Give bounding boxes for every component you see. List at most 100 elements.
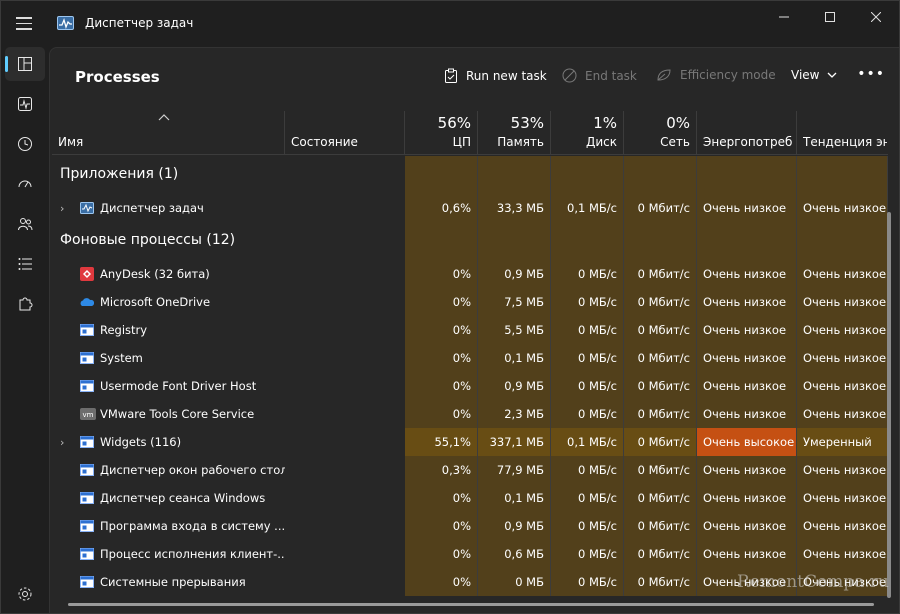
- column-header-disk[interactable]: 1% Диск: [551, 111, 624, 154]
- vertical-scrollbar[interactable]: [887, 212, 891, 598]
- table-row[interactable]: Microsoft OneDrive 0% 7,5 МБ 0 МБ/с 0 Мбит/с…: [52, 288, 888, 316]
- cell-cpu: 0%: [405, 288, 478, 316]
- group-heat-cell: [624, 156, 697, 194]
- toolbar: Processes Run new task End task Efficien…: [50, 48, 899, 104]
- run-new-task-button[interactable]: Run new task: [444, 68, 547, 83]
- vmware-icon: vm: [80, 407, 96, 421]
- nav-performance[interactable]: [5, 87, 45, 121]
- group-heat-cell: [697, 156, 797, 194]
- group-background-processes[interactable]: Фоновые процессы (12): [52, 222, 888, 260]
- maximize-icon: [825, 12, 835, 22]
- cell-disk: 0,1 МБ/с: [551, 194, 624, 222]
- end-task-label: End task: [585, 68, 637, 83]
- column-header-memory[interactable]: 53% Память: [478, 111, 551, 154]
- cell-disk: 0 МБ/с: [551, 540, 624, 568]
- table-row[interactable]: Диспетчер сеанса Windows 0% 0,1 МБ 0 МБ/с 0 …: [52, 484, 888, 512]
- cell-energy: Очень низкое: [697, 194, 797, 222]
- column-status-label: Состояние: [291, 135, 358, 149]
- cell-disk: 0 МБ/с: [551, 288, 624, 316]
- nav-details[interactable]: [5, 247, 45, 281]
- process-status: [285, 540, 405, 568]
- nav-users[interactable]: [5, 207, 45, 241]
- system-window-icon: [80, 547, 94, 561]
- cell-trend: Очень низкое: [797, 316, 888, 344]
- group-apps[interactable]: Приложения (1): [52, 156, 888, 194]
- table-row[interactable]: Registry 0% 5,5 МБ 0 МБ/с 0 Мбит/с Очень низк…: [52, 316, 888, 344]
- chevron-right-icon[interactable]: ›: [60, 202, 65, 215]
- process-status: [285, 260, 405, 288]
- cell-disk: 0 МБ/с: [551, 456, 624, 484]
- column-power-trend-label: Тенденция эн...: [803, 135, 887, 149]
- table-row[interactable]: Системные прерывания 0% 0 МБ 0 МБ/с 0 Мбит/с…: [52, 568, 888, 596]
- hamburger-menu-icon[interactable]: [14, 14, 34, 34]
- maximize-button[interactable]: [807, 1, 853, 33]
- minimize-button[interactable]: [761, 1, 807, 33]
- process-name: System: [100, 351, 143, 365]
- close-button[interactable]: [853, 1, 899, 33]
- system-window-icon: [80, 323, 94, 337]
- cell-net: 0 Мбит/с: [624, 484, 697, 512]
- page-title: Processes: [75, 68, 160, 86]
- column-header-power-trend[interactable]: Тенденция эн...: [797, 111, 888, 154]
- processes-table: Имя Состояние 56% ЦП 53% Память 1% Диск: [52, 111, 888, 607]
- column-power-label: Энергопотреб...: [703, 135, 793, 149]
- chevron-right-icon[interactable]: ›: [60, 436, 65, 449]
- process-status: [285, 428, 405, 456]
- cell-trend: Умеренный: [797, 428, 888, 456]
- table-header: Имя Состояние 56% ЦП 53% Память 1% Диск: [52, 111, 888, 155]
- cell-net: 0 Мбит/с: [624, 344, 697, 372]
- nav-app-history[interactable]: [5, 127, 45, 161]
- group-heat-cell: [551, 156, 624, 194]
- table-row[interactable]: Диспетчер окон рабочего стола 0,3% 77,9 МБ…: [52, 456, 888, 484]
- column-header-power-usage[interactable]: Энергопотреб...: [697, 111, 797, 154]
- column-header-network[interactable]: 0% Сеть: [624, 111, 697, 154]
- system-window-icon-glyph: [80, 576, 94, 588]
- column-header-status[interactable]: Состояние: [285, 111, 405, 154]
- cell-energy: Очень низкое: [697, 400, 797, 428]
- watermark: RemontCompa.ru: [737, 572, 889, 592]
- details-list-icon: [18, 258, 32, 270]
- svg-text:vm: vm: [83, 411, 94, 419]
- cell-disk: 0 МБ/с: [551, 372, 624, 400]
- process-status: [285, 288, 405, 316]
- nav-services[interactable]: [5, 287, 45, 321]
- cell-energy: Очень низкое: [697, 344, 797, 372]
- system-window-icon-glyph: [80, 380, 94, 392]
- cell-mem: 337,1 МБ: [478, 428, 551, 456]
- horizontal-scrollbar[interactable]: [68, 603, 874, 606]
- history-icon: [18, 137, 32, 151]
- cell-mem: 2,3 МБ: [478, 400, 551, 428]
- column-header-cpu[interactable]: 56% ЦП: [405, 111, 478, 154]
- end-task-button[interactable]: End task: [562, 68, 637, 83]
- table-row[interactable]: Программа входа в систему ... 0% 0,9 МБ 0 М…: [52, 512, 888, 540]
- sort-ascending-icon: [158, 114, 170, 121]
- efficiency-mode-button[interactable]: Efficiency mode: [656, 68, 776, 82]
- processes-page: Processes Run new task End task Efficien…: [49, 47, 899, 613]
- table-row[interactable]: Процесс исполнения клиент-... 0% 0,6 МБ 0 М…: [52, 540, 888, 568]
- cell-disk: 0,1 МБ/с: [551, 428, 624, 456]
- table-row[interactable]: › Widgets (116) 55,1% 337,1 МБ 0,1 МБ/с 0 Мби…: [52, 428, 888, 456]
- more-options-icon[interactable]: •••: [857, 66, 885, 82]
- nav-startup-apps[interactable]: [5, 167, 45, 201]
- table-row[interactable]: vm VMware Tools Core Service 0% 2,3 МБ 0 МБ/…: [52, 400, 888, 428]
- table-row[interactable]: System 0% 0,1 МБ 0 МБ/с 0 Мбит/с Очень низкое…: [52, 344, 888, 372]
- cell-net: 0 Мбит/с: [624, 372, 697, 400]
- cell-cpu: 0,3%: [405, 456, 478, 484]
- column-header-name[interactable]: Имя: [52, 111, 285, 154]
- cell-energy: Очень низкое: [697, 456, 797, 484]
- group-background-processes-label: Фоновые процессы (12): [60, 232, 236, 248]
- system-window-icon: [80, 351, 94, 365]
- cell-trend: Очень низкое: [797, 372, 888, 400]
- table-row[interactable]: › Диспетчер задач 0,6% 33,3 МБ 0,1 МБ/с 0 Мби…: [52, 194, 888, 222]
- nav-settings[interactable]: [5, 577, 45, 611]
- system-window-icon: [80, 435, 94, 449]
- cell-energy: Очень низкое: [697, 568, 797, 596]
- cell-energy: Очень низкое: [697, 316, 797, 344]
- cell-cpu: 0%: [405, 400, 478, 428]
- process-name: Программа входа в систему ...: [100, 519, 285, 533]
- nav-processes[interactable]: [5, 47, 45, 81]
- table-row[interactable]: AnyDesk (32 бита) 0% 0,9 МБ 0 МБ/с 0 Мбит/с О…: [52, 260, 888, 288]
- process-status: [285, 568, 405, 596]
- view-dropdown[interactable]: View: [791, 68, 837, 82]
- table-row[interactable]: Usermode Font Driver Host 0% 0,9 МБ 0 МБ/с 0…: [52, 372, 888, 400]
